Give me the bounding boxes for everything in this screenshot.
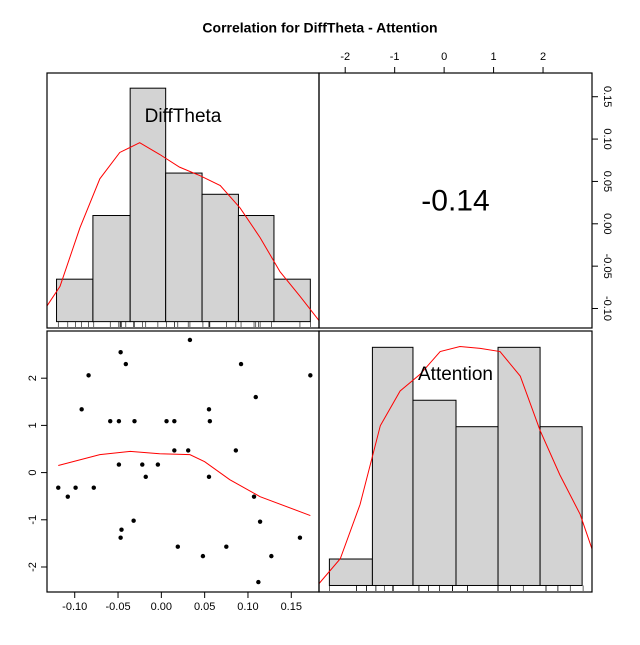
x-tick-label: -0.05 xyxy=(105,601,130,613)
right-tick-label: -0.10 xyxy=(601,296,613,321)
scatter-point xyxy=(116,462,122,467)
histogram-bar xyxy=(56,278,94,323)
scatter-point xyxy=(65,494,70,499)
scatter-point xyxy=(131,518,136,523)
y-tick-label: -2 xyxy=(27,562,39,572)
y-tick-label: 2 xyxy=(27,375,39,381)
scatter-point xyxy=(143,474,148,480)
x-tick-label: 0.00 xyxy=(151,601,172,613)
top-tick-label: -1 xyxy=(390,51,400,63)
variable-label: DiffTheta xyxy=(145,106,222,127)
scatter-point xyxy=(56,485,61,490)
histogram-bar xyxy=(455,426,499,586)
y-tick-label: 0 xyxy=(27,470,39,476)
scatter-point xyxy=(132,418,137,424)
variable-label: Attention xyxy=(418,364,493,385)
scatter-point xyxy=(155,462,161,467)
panel-frame xyxy=(318,330,593,593)
right-tick-label: 0.05 xyxy=(601,171,613,192)
scatter-point xyxy=(108,418,113,424)
scatter-point xyxy=(123,361,129,367)
y-tick-label: 1 xyxy=(27,422,39,428)
histogram-bar xyxy=(412,399,457,586)
top-tick-label: 2 xyxy=(540,51,546,63)
correlation-value: -0.14 xyxy=(421,184,489,217)
top-tick-label: 1 xyxy=(491,51,497,63)
scatter-point xyxy=(140,462,145,467)
histogram-bar xyxy=(497,346,541,586)
scatter-point xyxy=(269,553,274,559)
scatter-point xyxy=(118,535,123,540)
scatter-point xyxy=(172,448,177,453)
scatter-point xyxy=(187,337,193,343)
histogram-bar xyxy=(371,346,414,586)
scatter-point xyxy=(116,418,122,424)
density-curve xyxy=(46,142,320,321)
scatter-point xyxy=(253,394,258,400)
scatter-point xyxy=(206,407,212,412)
top-tick-label: -2 xyxy=(340,51,350,63)
scatter-point xyxy=(206,474,212,480)
scatter-point xyxy=(118,350,123,355)
scatter-point xyxy=(119,527,124,532)
scatter-point xyxy=(207,418,213,424)
scatter-point xyxy=(297,535,303,540)
scatter-point xyxy=(91,485,96,490)
x-tick-label: 0.10 xyxy=(237,601,258,613)
scatter-point xyxy=(238,361,244,367)
scatter-point xyxy=(308,373,313,378)
smooth-line xyxy=(58,450,311,517)
x-tick-label: -0.10 xyxy=(62,601,87,613)
right-tick-label: 0.00 xyxy=(601,213,613,234)
histogram-bar xyxy=(165,172,203,323)
histogram-bar xyxy=(92,215,131,323)
histogram-bar xyxy=(237,215,275,323)
scatter-point xyxy=(256,579,261,585)
right-tick-label: 0.15 xyxy=(601,86,613,107)
scatter-point xyxy=(73,485,78,490)
x-tick-label: 0.15 xyxy=(281,601,302,613)
scatter-point xyxy=(200,553,206,559)
scatter-point xyxy=(224,544,229,549)
scatter-point xyxy=(79,407,84,412)
x-tick-label: 0.05 xyxy=(194,601,215,613)
histogram-bar xyxy=(129,87,167,323)
scatter-point xyxy=(251,494,257,499)
scatter-point xyxy=(86,373,91,378)
scatter-point xyxy=(233,448,239,453)
top-tick-label: 0 xyxy=(441,51,447,63)
density-curve xyxy=(318,346,593,584)
histogram-bar xyxy=(328,558,373,586)
histogram-bar xyxy=(273,278,311,323)
right-tick-label: -0.05 xyxy=(601,254,613,279)
scatter-point xyxy=(185,448,191,453)
histogram-bar xyxy=(201,193,239,323)
scatter-point xyxy=(175,544,181,549)
scatter-point xyxy=(164,418,169,424)
histogram-bar xyxy=(539,426,583,586)
scatter-point xyxy=(172,418,177,424)
scatter-point xyxy=(257,519,263,524)
chart-title: Correlation for DiffTheta - Attention xyxy=(202,20,437,36)
right-tick-label: 0.10 xyxy=(601,128,613,149)
y-tick-label: -1 xyxy=(27,515,39,525)
